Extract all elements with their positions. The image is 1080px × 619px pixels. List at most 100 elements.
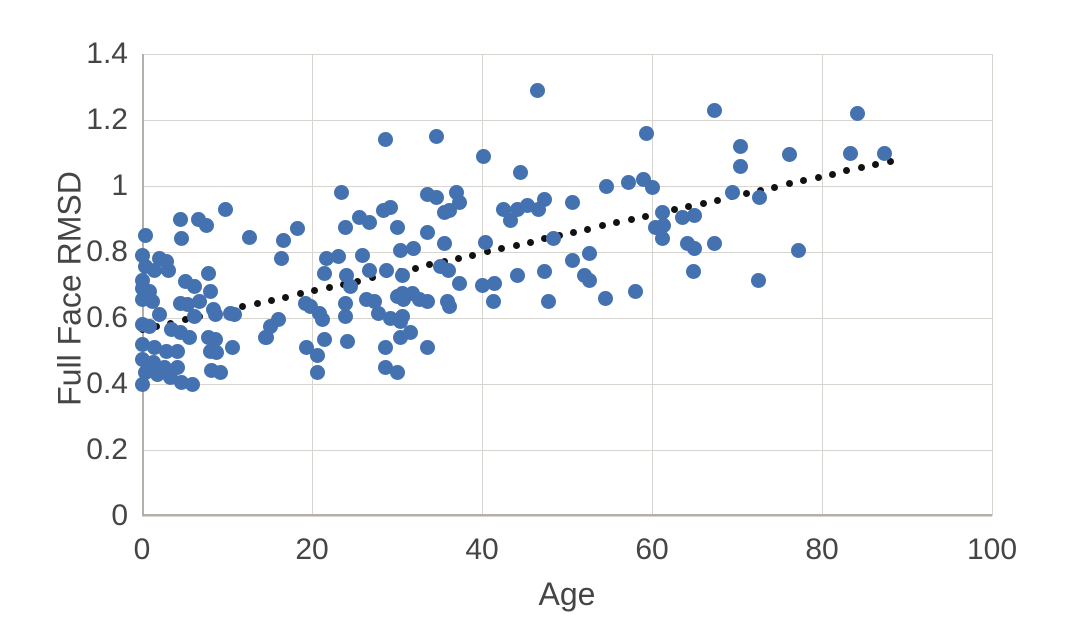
trendline-dot [354,277,362,285]
scatter-point [370,305,386,321]
y-tick-label: 0 [111,499,128,532]
y-tick-label: 0.4 [86,367,128,400]
scatter-point [270,312,286,328]
scatter-point [725,185,741,201]
scatter-point [208,307,224,323]
scatter-point [392,242,408,258]
trendline-dot [512,241,520,249]
scatter-point [342,279,358,295]
scatter-point [390,219,406,235]
trendline-dot [368,274,376,282]
trendline-dot [541,235,549,243]
y-tick-label: 0.2 [86,433,128,466]
scatter-point [477,234,493,250]
scatter-point [510,267,526,283]
scatter-point [428,129,444,144]
scatter-point [655,218,671,234]
y-tick-label: 1 [111,169,128,202]
trendline-dot [713,196,721,204]
trendline-dot [685,203,693,211]
scatter-point [134,247,150,263]
x-tick-label: 60 [635,533,669,566]
vertical-gridline [992,54,993,516]
horizontal-gridline [142,450,992,451]
scatter-point [259,330,275,346]
scatter-point [377,360,393,375]
x-tick-label: 20 [295,533,329,566]
trendline-dot [181,316,189,324]
scatter-point [170,360,186,375]
scatter-point [334,185,350,201]
trendline-dot [742,190,750,198]
scatter-point [199,218,215,234]
scatter-point [317,265,333,281]
scatter-point [379,262,395,278]
y-tick-label: 0.8 [86,235,128,268]
y-axis-title: Full Face RMSD [51,171,88,406]
scatter-point [224,340,240,356]
trendline-dot [641,212,649,220]
trendline-dot [454,254,462,262]
scatter-point [241,229,257,245]
scatter-point [212,364,228,380]
scatter-point [187,308,203,324]
scatter-point [627,284,643,300]
scatter-point [170,343,186,359]
scatter-point [142,318,158,334]
scatter-point [495,201,511,217]
scatter-point [687,241,702,257]
scatter-point [502,213,518,229]
scatter-point [782,147,798,163]
scatter-point [200,265,216,281]
scatter-point [134,376,150,392]
scatter-point [354,247,370,263]
trendline-dot [296,290,304,298]
trendline-dot [239,303,247,311]
scatter-point [620,175,636,191]
y-tick-label: 0.6 [86,301,128,334]
scatter-point [512,165,528,181]
scatter-point [137,228,153,243]
trendline-dot [627,216,635,223]
scatter-point [564,195,580,210]
plot-area [134,54,993,517]
scatter-point [850,105,866,121]
scatter-point [135,336,151,352]
scatter-point [536,264,552,280]
scatter-point [707,102,723,118]
scatter-point [638,125,654,141]
scatter-point [475,277,491,293]
trendline-dot [800,177,808,185]
trendline-dot [828,170,836,178]
scatter-point [314,312,330,328]
trendline-dot [785,180,793,188]
scatter-point [135,272,151,288]
trendline-dot [699,199,707,207]
scatter-point [440,262,456,278]
scatter-point [732,138,748,154]
scatter-point [405,241,421,257]
scatter-point [394,267,410,283]
scatter-point [160,262,176,278]
vertical-gridline [652,54,653,516]
scatter-point [207,331,223,347]
scatter-point [707,236,723,252]
scatter-point [686,264,702,280]
trendline-dot [814,173,822,181]
scatter-point [382,199,398,215]
scatter-point [750,272,766,288]
trendline-dot [411,264,419,272]
scatter-point [180,297,196,313]
trendline-dot [584,225,592,233]
x-tick-label: 0 [133,533,151,566]
scatter-point [147,340,163,356]
scatter-point [367,294,383,309]
scatter-point [451,195,467,210]
scatter-point [152,307,168,323]
trendline-dot [613,219,621,227]
scatter-point [476,148,492,164]
scatter-point [582,272,598,288]
trendline-dot [670,206,678,214]
horizontal-gridline [142,318,992,319]
